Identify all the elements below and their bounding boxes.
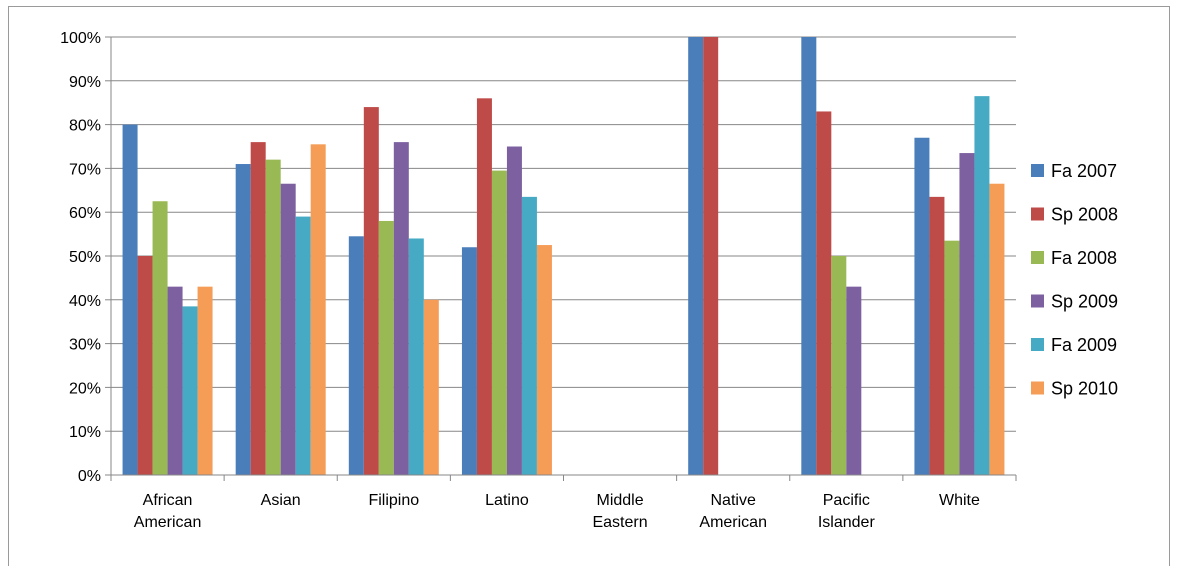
bar [182,306,198,475]
bar [929,196,945,475]
legend-label: Sp 2008 [1051,205,1118,225]
bar [846,286,862,475]
chart-frame: 0% 10% 20% 30% 40% 50% 60% 70% 80% 90% 100% Africa… [8,6,1170,566]
x-category-label: Eastern [592,514,647,531]
x-category-label: American [134,514,202,531]
axes [105,36,1017,481]
x-category-label: Filipino [368,492,419,509]
y-tick-label: 30% [69,337,101,354]
legend-swatch [1031,294,1044,308]
bar [959,153,975,475]
bar [363,107,379,475]
bar [310,144,326,475]
y-tick-label: 50% [69,249,101,266]
x-category-label: Native [711,492,756,509]
legend: Fa 2007 Sp 2008 Fa 2008 Sp 2009 Fa 2009 Sp 20… [1031,161,1118,399]
legend-label: Fa 2008 [1051,248,1117,268]
bar [250,142,266,475]
y-tick-label: 80% [69,118,101,135]
bars [122,37,1005,476]
bar [197,286,213,475]
bar [521,196,537,475]
y-tick-label: 20% [69,380,101,397]
x-category-label: American [699,514,767,531]
bar [423,299,439,475]
bar [688,37,704,475]
bar [152,201,168,475]
y-axis-tick-labels: 0% 10% 20% 30% 40% 50% 60% 70% 80% 90% 100% [60,30,101,485]
legend-label: Fa 2007 [1051,161,1117,181]
bar [536,245,552,475]
legend-swatch [1031,207,1044,221]
y-tick-label: 10% [69,424,101,441]
y-tick-label: 100% [60,30,101,47]
bar [944,240,960,475]
bar-chart: 0% 10% 20% 30% 40% 50% 60% 70% 80% 90% 100% Africa… [60,30,1118,531]
x-category-label: Latino [485,492,529,509]
x-category-label: Islander [818,514,876,531]
bar [491,170,507,475]
bar [831,256,847,475]
legend-swatch [1031,251,1044,264]
y-tick-label: 70% [69,161,101,178]
bar [295,216,311,475]
bar [408,238,424,475]
legend-label: Sp 2009 [1051,292,1118,312]
bar [235,164,251,475]
legend-label: Sp 2010 [1051,379,1118,399]
bar [280,183,296,476]
bar [914,137,930,476]
x-category-label: Pacific [823,492,870,509]
y-tick-label: 90% [69,74,101,91]
bar [137,256,153,475]
bar [393,142,409,475]
bar [974,96,990,475]
x-category-label: White [939,492,980,509]
bar [167,286,183,475]
bar [506,146,522,475]
bar [989,183,1005,476]
bar [461,247,477,475]
bar [801,37,817,475]
y-tick-label: 60% [69,205,101,222]
y-tick-label: 40% [69,293,101,310]
legend-swatch [1031,338,1044,351]
legend-label: Fa 2009 [1051,335,1117,355]
bar [476,98,492,475]
legend-swatch [1031,164,1044,177]
bar [378,220,394,475]
bar [703,37,719,475]
x-category-label: African [143,492,193,509]
x-category-label: Middle [596,492,643,509]
bar [816,111,832,476]
legend-swatch [1031,381,1044,395]
bar [122,124,138,475]
bar [265,159,281,475]
x-category-label: Asian [261,492,301,509]
bar [348,236,364,475]
y-tick-label: 0% [78,468,101,485]
x-axis-category-labels: African American Asian Filipino Latino Middle… [134,492,980,531]
